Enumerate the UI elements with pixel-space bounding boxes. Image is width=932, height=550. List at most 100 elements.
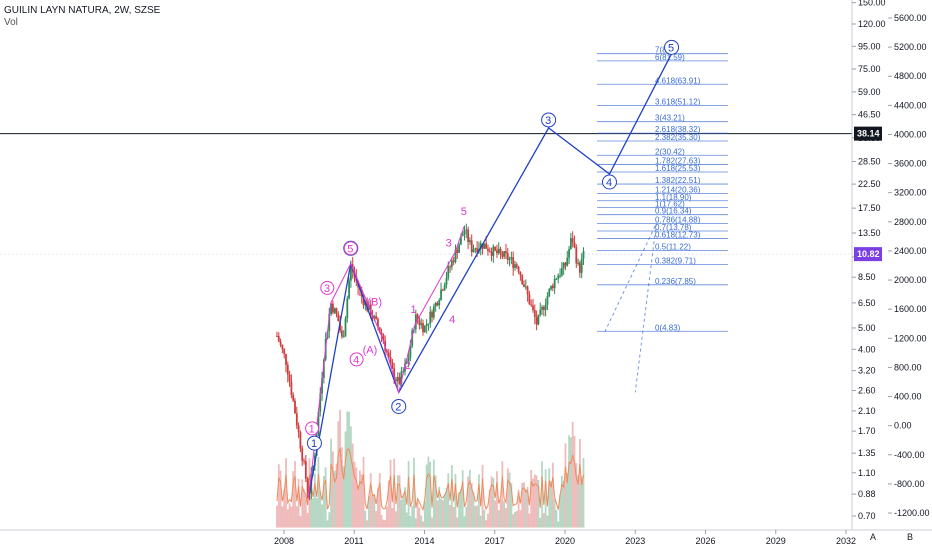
- volume-bar: [346, 411, 349, 528]
- minor-wave-label: 1: [309, 423, 315, 435]
- candle-body: [393, 368, 396, 380]
- volume-tick-label: 400.00: [894, 392, 922, 402]
- volume-bar: [387, 480, 390, 528]
- price-tick-label: 28.50: [858, 156, 881, 166]
- time-axis[interactable]: 2008 2011 2014 2017 2020 2023 2026 2029 2032: [0, 529, 932, 546]
- primary-wave-label: 4: [606, 177, 612, 189]
- candle-body: [512, 257, 515, 268]
- volume-tick-label: 2000.00: [894, 275, 927, 285]
- volume-bar: [436, 500, 439, 528]
- candle-body: [331, 303, 334, 313]
- volume-bar: [443, 494, 446, 528]
- price-tick-label: 8.50: [858, 272, 876, 282]
- volume-bar: [384, 519, 387, 528]
- candle-body: [499, 248, 502, 253]
- candle-body: [366, 301, 369, 310]
- fib-level-label: 0.5(11.22): [655, 243, 691, 252]
- candle-body: [434, 302, 437, 307]
- candle-body: [537, 314, 540, 325]
- volume-bar: [422, 521, 424, 528]
- candle-body: [276, 335, 278, 337]
- volume-bar: [492, 478, 495, 528]
- candle-body: [306, 478, 309, 493]
- volume-bar: [490, 476, 493, 528]
- candle-body: [521, 275, 524, 285]
- volume-bar: [467, 476, 470, 528]
- price-tick-label: 22.50: [858, 179, 881, 189]
- volume-bar: [514, 511, 516, 528]
- volume-bar: [472, 492, 475, 528]
- volume-bar: [483, 509, 486, 528]
- volume-bar: [395, 511, 397, 528]
- volume-bar: [506, 468, 509, 528]
- volume-bar: [299, 515, 302, 528]
- volume-bar: [533, 474, 536, 528]
- volume-bar: [371, 495, 374, 528]
- candle-body: [517, 267, 520, 273]
- fib-level-label: 0.618(12.73): [655, 231, 701, 240]
- price-tick-label: 3.20: [858, 366, 876, 376]
- candle-body: [472, 249, 475, 253]
- candle-body: [469, 240, 471, 242]
- price-axis[interactable]: 150.00120.0095.0075.0059.0046.5036.5028.…: [851, 0, 932, 530]
- candle-body: [342, 336, 345, 338]
- volume-bar: [521, 483, 524, 528]
- volume-bar: [517, 489, 520, 528]
- minor-wave-label: 4: [353, 354, 359, 366]
- volume-indicator-label[interactable]: Vol: [4, 17, 18, 28]
- volume-bar: [499, 499, 502, 528]
- volume-bar: [322, 476, 325, 528]
- price-tick-label: 46.50: [858, 110, 881, 120]
- time-tick-label: 2011: [344, 536, 363, 546]
- volume-bar: [494, 500, 497, 528]
- candle-body: [553, 278, 556, 289]
- volume-bar: [445, 487, 448, 528]
- candle-body: [346, 298, 349, 319]
- auto-scale-button[interactable]: A: [869, 532, 876, 542]
- volume-bar: [286, 509, 289, 528]
- volume-bar: [292, 471, 295, 528]
- price-tick-label: 13.50: [858, 228, 881, 238]
- volume-bar: [420, 515, 423, 528]
- volume-bar: [301, 479, 304, 528]
- chart-header: GUILIN LAYN NATURA, 2W, SZSE Vol: [4, 5, 160, 29]
- candle-body: [465, 229, 468, 231]
- volume-bar: [577, 475, 579, 528]
- volume-bar: [378, 473, 381, 528]
- candle-body: [333, 308, 336, 313]
- candle-body: [290, 381, 293, 395]
- volume-bar: [519, 510, 522, 528]
- candle-body: [459, 236, 462, 245]
- volume-bar: [409, 516, 412, 528]
- minor-wave-label: 5: [461, 206, 467, 218]
- volume-bar: [523, 482, 525, 528]
- candle-body: [337, 314, 340, 322]
- minor-wave-label: 3: [324, 283, 330, 295]
- log-scale-button[interactable]: B: [906, 532, 913, 542]
- volume-bar: [425, 464, 428, 528]
- candle-body: [524, 286, 527, 288]
- candle-body: [461, 234, 464, 237]
- volume-bar: [454, 474, 457, 528]
- volume-bar: [400, 499, 403, 528]
- candle-body: [569, 238, 572, 250]
- candle-body: [496, 250, 498, 254]
- time-tick-label: 2020: [555, 536, 575, 546]
- volume-bar: [313, 473, 316, 528]
- candle-body: [350, 264, 352, 281]
- candle-body: [317, 411, 320, 436]
- volume-bar: [290, 506, 293, 528]
- fib-level-label: 3(43.21): [655, 114, 685, 123]
- volume-bar: [562, 480, 565, 528]
- volume-bar: [418, 507, 421, 528]
- volume-bar: [414, 518, 417, 528]
- price-tick-label: 95.00: [858, 41, 881, 51]
- candle-body: [530, 304, 533, 306]
- volume-bar: [357, 485, 360, 528]
- volume-bar: [564, 443, 567, 528]
- candle-body: [479, 243, 482, 249]
- volume-bar: [508, 472, 511, 528]
- volume-bar: [568, 435, 570, 528]
